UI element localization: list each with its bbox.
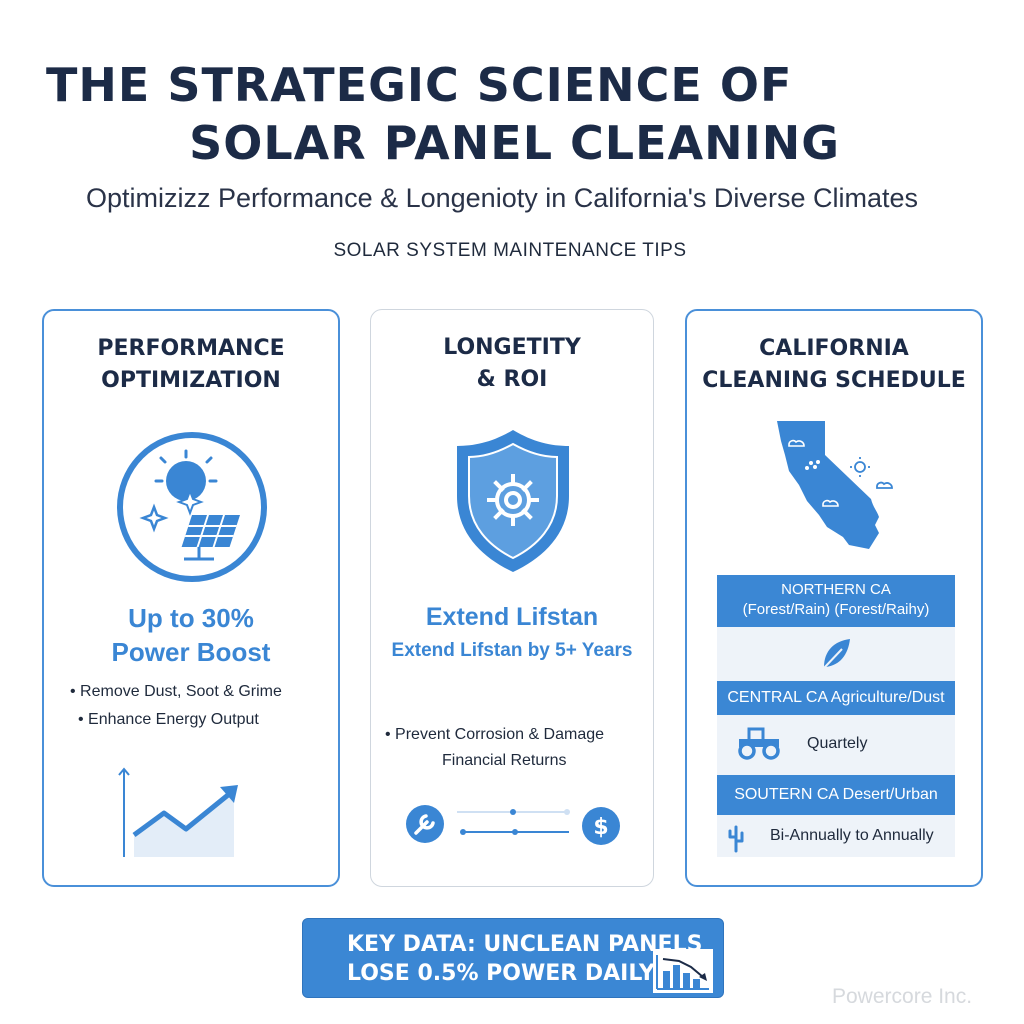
sun-solar-panel-icon xyxy=(117,432,267,582)
performance-bullet-2: • Enhance Energy Output xyxy=(78,711,259,728)
performance-card: PERFORMANCE OPTIMIZATION Up to 30% Power… xyxy=(42,309,340,887)
longevity-card: LONGETITY & ROI Extend Lifstan Extend Li… xyxy=(370,309,654,887)
leaf-icon xyxy=(823,639,850,669)
longevity-card-title: LONGETITY & ROI xyxy=(371,332,653,396)
tractor-icon xyxy=(738,727,780,760)
central-ca-header: CENTRAL CA Agriculture/Dust xyxy=(717,681,955,715)
page-tagline: SOLAR SYSTEM MAINTENANCE TIPS xyxy=(333,240,687,261)
page-title-line-1: THE STRATEGIC SCIENCE OF xyxy=(46,58,793,112)
california-card-title: CALIFORNIA CLEANING SCHEDULE xyxy=(687,333,981,397)
longevity-bullet-1: • Prevent Corrosion & Damage xyxy=(385,726,605,743)
performance-bullet-1: • Remove Dust, Soot & Grime xyxy=(70,683,282,700)
southern-ca-frequency: Bi-Annually to Annually xyxy=(770,827,934,844)
california-card: CALIFORNIA CLEANING SCHEDULE NORTHERN CA… xyxy=(685,309,983,887)
watermark: Powercore Inc. xyxy=(832,985,973,1008)
northern-ca-header: NORTHERN CA (Forest/Rain) (Forest/Raihy) xyxy=(717,575,955,627)
wrench-icon xyxy=(406,805,444,843)
southern-ca-header: SOUTERN CA Desert/Urban xyxy=(717,775,955,815)
california-title-line-2: CLEANING SCHEDULE xyxy=(702,368,966,393)
longevity-title-line-1: LONGETITY xyxy=(443,335,581,360)
northern-ca-climate: (Forest/Rain) (Forest/Raihy) xyxy=(742,601,930,618)
performance-highlight-line-2: Power Boost xyxy=(111,637,271,667)
longevity-bullet-2: Financial Returns xyxy=(442,752,567,769)
key-data-banner: KEY DATA: UNCLEAN PANELS LOSE 0.5% POWER… xyxy=(302,918,724,998)
longevity-title-line-2: & ROI xyxy=(476,367,548,392)
declining-bar-chart-icon xyxy=(653,949,713,993)
trending-up-chart-icon xyxy=(118,767,238,857)
svg-text:$: $ xyxy=(593,815,608,840)
cactus-icon xyxy=(728,825,744,853)
performance-highlight: Up to 30% Power Boost xyxy=(44,601,338,669)
longevity-highlight-sub: Extend Lifstan by 5+ Years xyxy=(391,640,633,661)
longevity-highlight: Extend Lifstan xyxy=(425,603,599,631)
page-title-line-2: SOLAR PANEL CLEANING xyxy=(189,116,840,170)
northern-ca-label: NORTHERN CA xyxy=(781,581,891,598)
performance-title-line-1: PERFORMANCE xyxy=(97,336,285,361)
shield-gear-icon xyxy=(457,430,569,572)
performance-title-line-2: OPTIMIZATION xyxy=(101,368,281,393)
california-map-icon xyxy=(777,421,893,549)
connector-lines xyxy=(457,809,570,835)
page-subtitle: Optimizizz Performance & Longenioty in C… xyxy=(86,183,918,213)
performance-highlight-line-1: Up to 30% xyxy=(128,603,254,633)
southern-ca-row: Bi-Annually to Annually xyxy=(717,815,955,857)
northern-ca-row xyxy=(717,627,955,681)
key-data-line-2: LOSE 0.5% POWER DAILY xyxy=(347,961,655,986)
performance-card-title: PERFORMANCE OPTIMIZATION xyxy=(44,333,338,397)
central-ca-frequency: Quartely xyxy=(807,735,868,752)
key-data-line-1: KEY DATA: UNCLEAN PANELS xyxy=(347,932,703,957)
dollar-icon: $ xyxy=(582,807,620,845)
central-ca-row: Quartely xyxy=(717,715,955,775)
california-title-line-1: CALIFORNIA xyxy=(759,336,909,361)
